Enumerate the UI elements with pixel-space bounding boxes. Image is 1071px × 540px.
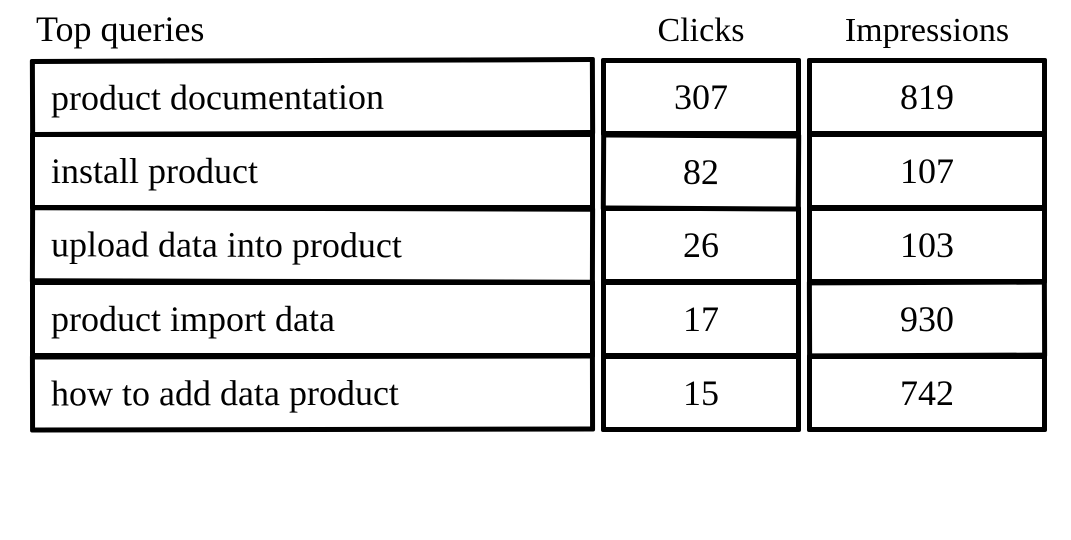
cell-query: how to add data product — [30, 354, 595, 433]
cell-query: install product — [30, 132, 595, 210]
cell-impressions: 107 — [807, 132, 1047, 210]
cell-impressions: 819 — [807, 58, 1047, 136]
table-header-row: Top queries Clicks Impressions — [30, 8, 1041, 50]
cell-query: product import data — [30, 280, 595, 358]
queries-table: Top queries Clicks Impressions product d… — [30, 8, 1041, 432]
cell-query: product documentation — [30, 57, 595, 137]
cell-query: upload data into product — [30, 205, 595, 284]
table-row: how to add data product 15 742 — [30, 354, 1041, 432]
cell-clicks: 26 — [601, 206, 801, 284]
table-row: product documentation 307 819 — [30, 58, 1041, 136]
cell-clicks: 82 — [601, 132, 801, 211]
cell-impressions: 103 — [807, 206, 1047, 284]
table-row: product import data 17 930 — [30, 280, 1041, 358]
table-row: upload data into product 26 103 — [30, 206, 1041, 284]
column-header-impressions: Impressions — [807, 12, 1047, 50]
cell-impressions: 930 — [807, 280, 1047, 359]
cell-clicks: 15 — [601, 354, 801, 432]
table-body: product documentation 307 819 install pr… — [30, 58, 1041, 432]
cell-clicks: 307 — [601, 58, 801, 136]
cell-impressions: 742 — [807, 354, 1047, 432]
column-header-clicks: Clicks — [601, 12, 801, 50]
column-header-queries: Top queries — [30, 8, 595, 50]
cell-clicks: 17 — [601, 280, 801, 358]
table-row: install product 82 107 — [30, 132, 1041, 210]
